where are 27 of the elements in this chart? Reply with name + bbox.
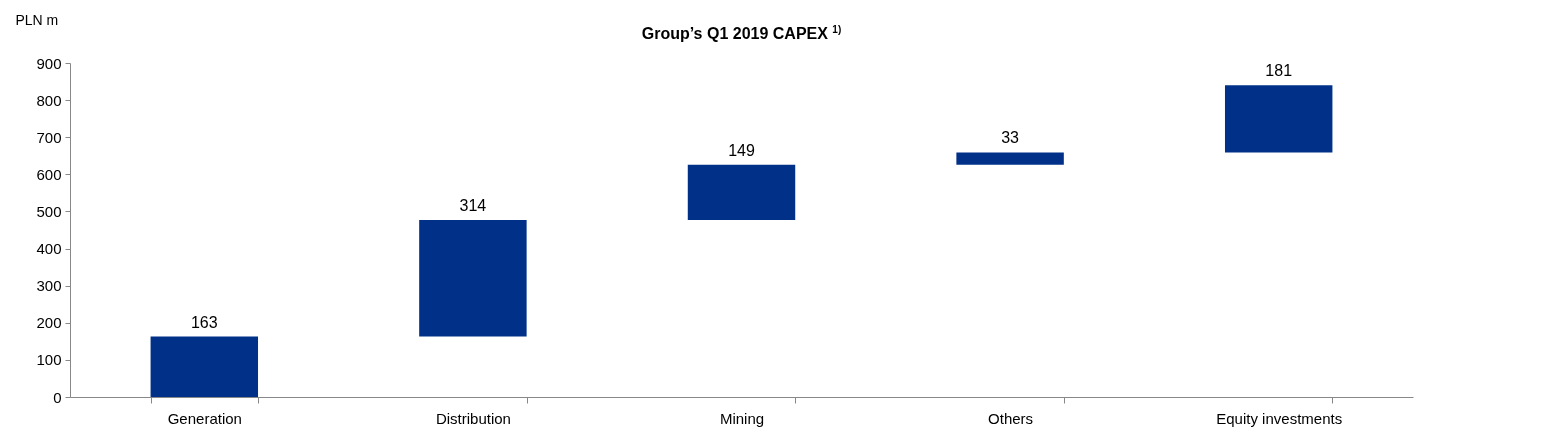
y-tick-label: 800 (36, 91, 62, 109)
y-tick-label: 300 (36, 277, 62, 295)
data-label: 149 (728, 141, 755, 159)
chart-title: Group’s Q1 2019 CAPEX $^{1)}$ (640, 24, 843, 44)
bar (687, 164, 796, 220)
data-label: 314 (459, 196, 487, 214)
y-tick-label: 600 (36, 165, 62, 183)
x-tick-label: Generation (167, 409, 242, 427)
y-tick-label: 900 (36, 54, 62, 72)
bar (419, 219, 527, 337)
y-tick-label: 0 (53, 388, 62, 406)
x-tick-label: Equity investments (1216, 409, 1343, 427)
data-label: 163 (190, 313, 218, 331)
bar (1224, 85, 1333, 153)
x-tick-label: Distribution (435, 409, 511, 427)
y-tick-label: 700 (36, 128, 62, 146)
x-tick-label: Mining (719, 409, 765, 427)
y-axis-title: PLN m (15, 11, 59, 28)
data-label: 33 (1001, 129, 1020, 147)
data-label: 181 (1265, 62, 1293, 80)
y-tick-label: 100 (36, 351, 62, 369)
bar (956, 152, 1064, 165)
y-tick-label: 200 (36, 314, 62, 332)
y-tick-label: 500 (36, 202, 62, 220)
y-tick-label: 400 (36, 240, 62, 258)
bar (150, 336, 259, 397)
x-tick-label: Others (988, 409, 1034, 427)
